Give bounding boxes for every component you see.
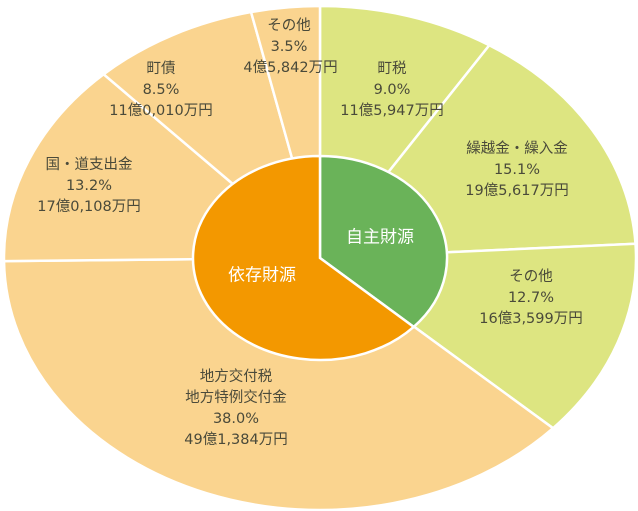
- label-amount: 16億3,599万円: [479, 311, 583, 327]
- label-percent: 15.1%: [493, 162, 541, 178]
- label-percent: 3.5%: [270, 39, 308, 55]
- label-name: その他: [509, 269, 553, 285]
- label-name: 地方交付税: [199, 369, 273, 385]
- label-name: 国・道支出金: [45, 157, 133, 173]
- label-amount: 11億5,947万円: [340, 103, 444, 119]
- label-town-bond: 町債 8.5% 11億0,010万円: [109, 59, 212, 122]
- label-local-allocation-tax: 地方交付税 地方特例交付金 38.0% 49億1,384万円: [184, 367, 287, 451]
- label-town-tax: 町税 9.0% 11億5,947万円: [340, 59, 443, 122]
- inner-label-own-revenue: 自主財源: [346, 227, 414, 248]
- label-amount: 19億5,617万円: [465, 183, 569, 199]
- inner-slice-1: [191, 154, 416, 362]
- label-name: 地方特例交付金: [185, 390, 287, 406]
- label-amount: 49億1,384万円: [184, 432, 288, 448]
- label-name: 町債: [146, 61, 176, 77]
- label-name: その他: [267, 18, 311, 34]
- label-name: 繰越金・繰入金: [466, 141, 568, 157]
- label-percent: 38.0%: [212, 411, 260, 427]
- label-national-subsidy: 国・道支出金 13.2% 17億0,108万円: [37, 155, 140, 218]
- inner-slice-0: [318, 154, 449, 329]
- label-other-own: その他 12.7% 16億3,599万円: [479, 267, 582, 330]
- label-name: 町税: [377, 61, 407, 77]
- label-amount: 4億5,842万円: [243, 60, 338, 76]
- label-percent: 8.5%: [142, 82, 180, 98]
- label-carryover: 繰越金・繰入金 15.1% 19億5,617万円: [465, 139, 568, 202]
- label-percent: 13.2%: [65, 178, 113, 194]
- label-amount: 17億0,108万円: [37, 199, 141, 215]
- label-percent: 9.0%: [373, 82, 411, 98]
- label-percent: 12.7%: [507, 290, 555, 306]
- label-other-dependent: その他 3.5% 4億5,842万円: [240, 16, 337, 79]
- inner-label-dependent-revenue: 依存財源: [228, 265, 296, 286]
- outer-slice-3: [2, 256, 556, 511]
- label-amount: 11億0,010万円: [109, 103, 213, 119]
